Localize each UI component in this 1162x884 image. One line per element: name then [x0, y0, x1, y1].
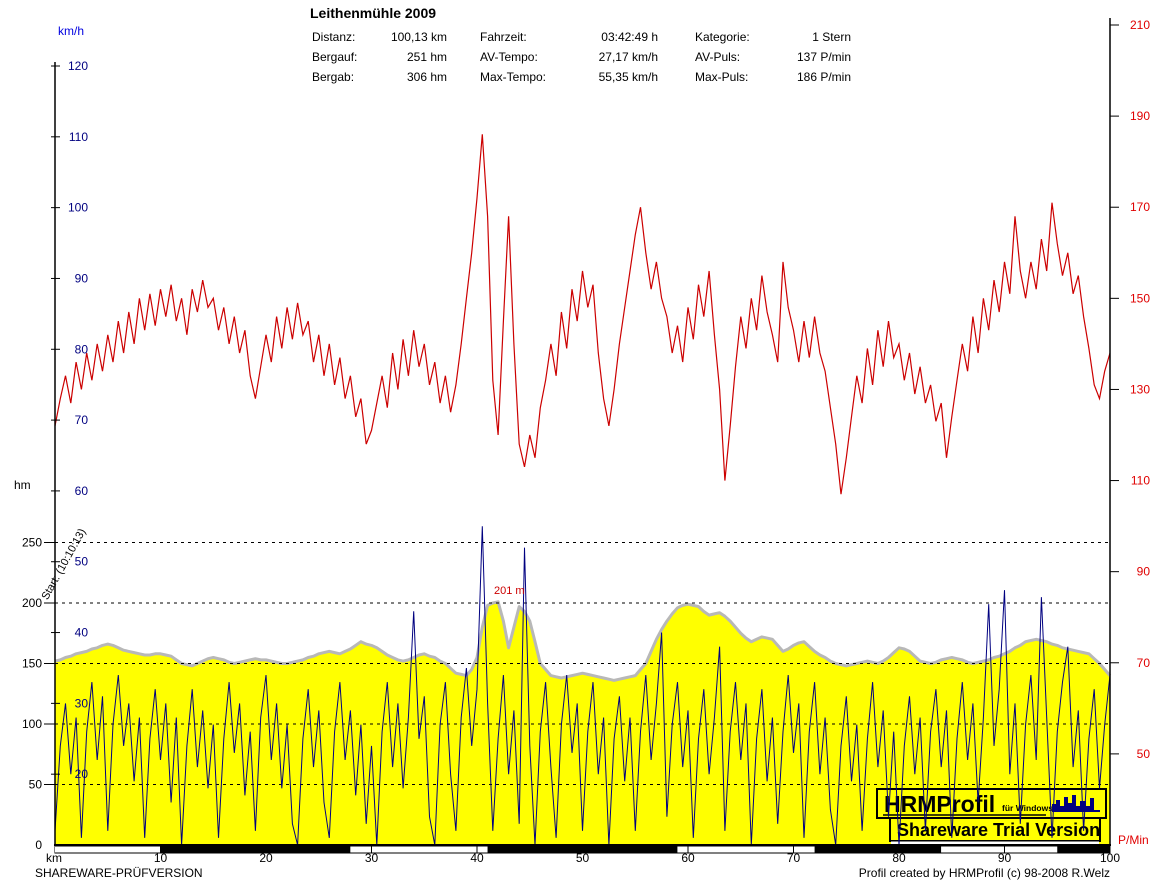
speed-tick-label: 40 [75, 626, 89, 640]
heart-rate-line [54, 134, 1111, 495]
pulse-axis-unit: P/Min [1118, 833, 1149, 847]
speed-tick-label: 70 [75, 413, 89, 427]
speed-tick-label: 60 [75, 484, 89, 498]
stat-maxpuls-label: Max-Puls: [695, 70, 749, 84]
stat-bergauf-value: 251 hm [406, 50, 447, 64]
elevation-axis-unit: hm [14, 478, 31, 492]
speed-tick-label: 110 [69, 130, 88, 144]
stat-avpuls-value: 137 P/min [796, 50, 851, 64]
trial-box [889, 817, 1101, 842]
km-scale-bar-segment [55, 846, 161, 853]
logo-skyline-icon [1052, 795, 1100, 812]
km-scale-bar-segment [814, 846, 942, 853]
pulse-tick-label: 190 [1130, 109, 1150, 123]
speed-line [54, 526, 1111, 846]
chart-title: Leithenmühle 2009 [310, 5, 437, 21]
stat-bergab-label: Bergab: [312, 70, 355, 84]
speed-tick-label: 50 [75, 555, 89, 569]
speed-tick-label: 90 [75, 271, 89, 285]
pulse-tick-label: 150 [1130, 291, 1150, 305]
shareware-note: SHAREWARE-PRÜFVERSION [35, 866, 203, 880]
x-tick-label: 60 [681, 851, 695, 865]
speed-axis-unit: km/h [58, 24, 84, 38]
elevation-tick-label: 200 [22, 596, 42, 610]
stat-fahrzeit-value: 03:42:49 h [601, 30, 658, 44]
x-tick-label: 10 [154, 851, 168, 865]
x-axis-unit: km [46, 851, 62, 865]
stat-bergauf-label: Bergauf: [312, 50, 358, 64]
stat-maxtempo-label: Max-Tempo: [480, 70, 547, 84]
logo-wordmark: HRMProfil [884, 791, 995, 817]
stat-maxtempo-value: 55,35 km/h [598, 70, 658, 84]
elevation-tick-label: 50 [29, 778, 43, 792]
speed-tick-label: 100 [68, 201, 88, 215]
x-tick-label: 80 [892, 851, 906, 865]
km-scale-bar-segment [350, 846, 488, 853]
stat-avpuls-label: AV-Puls: [695, 50, 741, 64]
km-scale-bar-segment [677, 846, 815, 853]
elevation-tick-label: 100 [22, 717, 42, 731]
stat-maxpuls-value: 186 P/min [796, 70, 851, 84]
x-tick-label: 100 [1100, 851, 1120, 865]
logo-subtext: für Windows [1002, 803, 1053, 813]
pulse-tick-label: 50 [1137, 747, 1151, 761]
x-tick-label: 40 [470, 851, 484, 865]
stat-kategorie-label: Kategorie: [695, 30, 750, 44]
speed-tick-label: 30 [75, 696, 89, 710]
stat-fahrzeit-label: Fahrzeit: [480, 30, 527, 44]
x-tick-label: 70 [787, 851, 801, 865]
stat-kategorie-value: 1 Stern [812, 30, 851, 44]
x-tick-label: 90 [998, 851, 1012, 865]
pulse-tick-label: 170 [1130, 200, 1150, 214]
pulse-tick-label: 70 [1137, 656, 1151, 670]
stat-distanz-value: 100,13 km [390, 30, 447, 44]
km-scale-bar-segment [160, 846, 351, 853]
speed-tick-label: 20 [75, 767, 89, 781]
max-elevation-annotation: 201 m [494, 585, 525, 597]
stat-bergab-value: 306 hm [406, 70, 447, 84]
speed-tick-label: 80 [75, 342, 89, 356]
pulse-tick-label: 110 [1131, 474, 1150, 488]
stat-distanz-label: Distanz: [312, 30, 356, 44]
x-tick-label: 50 [576, 851, 590, 865]
elevation-tick-label: 250 [22, 536, 42, 550]
elevation-tick-label: 150 [22, 657, 42, 671]
pulse-tick-label: 90 [1137, 565, 1151, 579]
credit-note: Profil created by HRMProfil (c) 98-2008 … [858, 866, 1110, 880]
km-scale-bar-segment [941, 846, 1058, 853]
trial-text: Shareware Trial Version [897, 820, 1100, 840]
elevation-outline [54, 600, 1112, 682]
trial-box-strip [891, 841, 1099, 845]
x-tick-label: 30 [365, 851, 379, 865]
x-tick-label: 20 [259, 851, 273, 865]
pulse-tick-label: 210 [1130, 18, 1150, 32]
stat-avtempo-label: AV-Tempo: [480, 50, 538, 64]
km-scale-bar-segment [1057, 846, 1110, 853]
pulse-tick-label: 130 [1130, 382, 1150, 396]
elevation-tick-label: 0 [35, 838, 42, 852]
stat-avtempo-value: 27,17 km/h [598, 50, 658, 64]
speed-tick-label: 120 [68, 59, 88, 73]
